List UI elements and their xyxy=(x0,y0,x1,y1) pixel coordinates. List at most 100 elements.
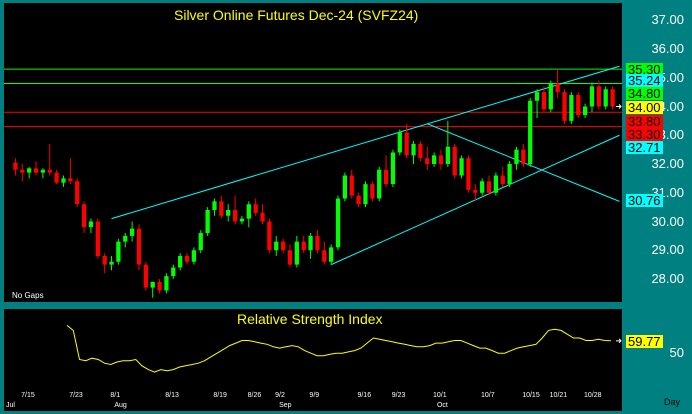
rsi-pane[interactable]: Relative Strength Index xyxy=(4,309,622,391)
candle-body xyxy=(390,152,396,185)
candle-body xyxy=(383,169,389,185)
date-tick-label: 9/23 xyxy=(391,392,406,399)
candle-body xyxy=(349,175,354,196)
candle-body xyxy=(81,204,87,228)
candle-body xyxy=(205,210,210,233)
candle-body xyxy=(322,250,327,262)
candle-body xyxy=(493,175,499,193)
price-flag: 35.24 xyxy=(626,72,663,88)
candle-body xyxy=(267,221,272,251)
period-label: Day xyxy=(664,397,681,407)
candle-body xyxy=(164,276,169,291)
rsi-value-flag: 59.77 xyxy=(626,333,663,349)
candle-body xyxy=(528,100,533,164)
candle-body xyxy=(232,210,238,222)
candle-body xyxy=(473,189,478,193)
candle-body xyxy=(397,132,402,153)
candle-body xyxy=(521,149,526,164)
candle-body xyxy=(507,164,512,185)
candle-body xyxy=(33,168,39,173)
candle-body xyxy=(239,218,245,222)
rsi-axis: 50 59.77 xyxy=(622,309,688,391)
candle-body xyxy=(431,155,437,164)
candle-body xyxy=(129,228,135,236)
candle-body xyxy=(184,256,190,262)
price-tick-label: 28.00 xyxy=(651,271,684,286)
candle-body xyxy=(500,175,505,185)
month-label: Sep xyxy=(279,402,292,409)
candle-body xyxy=(301,241,306,251)
candle-body xyxy=(411,143,416,156)
candle-body xyxy=(335,198,341,248)
candle-body xyxy=(445,146,450,164)
candle-body xyxy=(226,210,231,216)
candle-body xyxy=(438,155,444,164)
date-tick-label: 10/28 xyxy=(583,392,602,399)
date-tick-label: 8/1 xyxy=(110,392,121,399)
date-tick-label: 7/23 xyxy=(69,392,83,399)
candle-body xyxy=(308,235,313,251)
rsi-title: Relative Strength Index xyxy=(237,311,383,327)
date-tick-label: 10/21 xyxy=(549,392,568,399)
trendline-0 xyxy=(111,65,620,220)
no-gaps-note: No Gaps xyxy=(12,291,44,300)
candle-body xyxy=(452,146,457,176)
candle-body xyxy=(582,106,588,116)
candle-body xyxy=(136,228,142,265)
price-tick-label: 32.00 xyxy=(651,156,684,171)
candle-body xyxy=(459,158,464,176)
date-tick-label: 8/19 xyxy=(213,392,227,399)
candle-body xyxy=(116,241,121,262)
candle-body xyxy=(54,172,59,183)
date-tick-label: 10/1 xyxy=(432,392,447,399)
candle-body xyxy=(576,95,581,116)
candle-body xyxy=(425,158,430,164)
candle-body xyxy=(480,181,485,193)
price-chart-pane[interactable]: Silver Online Futures Dec-24 (SVFZ24) No… xyxy=(4,3,622,302)
candle-body xyxy=(562,92,567,121)
candle-body xyxy=(466,158,471,190)
candle-body xyxy=(603,89,608,107)
date-tick-label: 9/9 xyxy=(309,392,320,399)
candle-body xyxy=(102,256,107,265)
price-flag: 33.30 xyxy=(626,127,663,143)
candle-body xyxy=(486,181,492,193)
chart-title: Silver Online Futures Dec-24 (SVFZ24) xyxy=(174,7,419,23)
rsi-last-arrow xyxy=(616,338,622,344)
candle-body xyxy=(287,250,293,265)
price-tick-label: 36.00 xyxy=(651,41,684,56)
price-chart-canvas[interactable] xyxy=(4,3,622,302)
candle-body xyxy=(191,250,197,262)
candle-body xyxy=(95,221,100,256)
candle-body xyxy=(315,235,320,251)
date-tick-label: 10/7 xyxy=(481,392,495,399)
candle-body xyxy=(329,247,334,262)
candle-body xyxy=(534,92,540,101)
month-label: Oct xyxy=(436,402,448,409)
candle-body xyxy=(47,169,52,173)
candle-body xyxy=(253,204,258,213)
price-axis: 37.00 36.00 35.00 34.00 33.00 32.00 31.00 30.00… xyxy=(622,3,688,302)
candle-body xyxy=(569,95,574,121)
date-tick-label: 9/16 xyxy=(357,392,372,399)
candle-body xyxy=(219,201,224,216)
date-tick-label: 7/15 xyxy=(21,392,35,399)
candle-body xyxy=(171,267,176,277)
candle-body xyxy=(75,181,80,205)
last-price-arrow xyxy=(616,104,622,109)
date-tick-label: 10/15 xyxy=(522,392,540,399)
candle-body xyxy=(20,169,25,173)
price-tick-label: 29.00 xyxy=(651,242,684,258)
candle-body xyxy=(280,241,286,251)
candle-body xyxy=(404,132,409,156)
price-flag: 34.00 xyxy=(626,100,663,116)
candle-body xyxy=(123,235,128,242)
candle-body xyxy=(589,86,595,107)
rsi-chart-canvas[interactable] xyxy=(4,309,622,391)
candle-body xyxy=(541,92,547,110)
candle-body xyxy=(363,184,368,205)
candle-body xyxy=(246,204,251,219)
candle-body xyxy=(555,83,560,93)
candle-body xyxy=(178,256,183,268)
candle-body xyxy=(260,212,265,222)
